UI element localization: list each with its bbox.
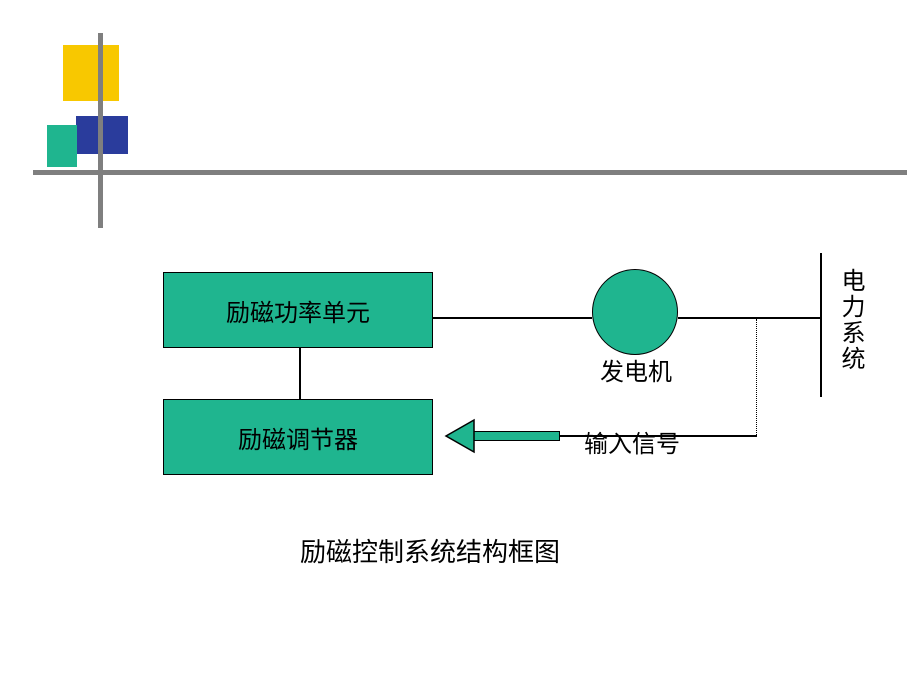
header-horizontal-rule — [33, 170, 907, 175]
regulator-box: 励磁调节器 — [163, 399, 433, 475]
header-yellow-square — [63, 45, 119, 101]
diagram-caption: 励磁控制系统结构框图 — [300, 532, 560, 569]
arrow-shaft — [471, 431, 560, 441]
conn-bus-to-input-dotted — [756, 319, 757, 437]
generator-circle — [592, 269, 678, 355]
power-unit-box: 励磁功率单元 — [163, 272, 433, 348]
arrow-head-svg — [444, 418, 476, 454]
conn-gen-to-bus — [678, 317, 821, 319]
generator-label: 发电机 — [600, 352, 672, 387]
header-vertical-rule — [98, 33, 103, 228]
conn-powerunit-to-regulator — [299, 348, 301, 399]
header-green-rect — [47, 125, 77, 167]
regulator-label: 励磁调节器 — [238, 420, 358, 455]
grid-bus-line — [820, 253, 822, 397]
conn-powerunit-to-gen — [433, 317, 592, 319]
conn-input-horizontal — [560, 435, 757, 437]
power-unit-label: 励磁功率单元 — [226, 293, 370, 328]
grid-label: 电力系统 — [833, 268, 868, 372]
input-signal-label: 输入信号 — [584, 424, 680, 459]
